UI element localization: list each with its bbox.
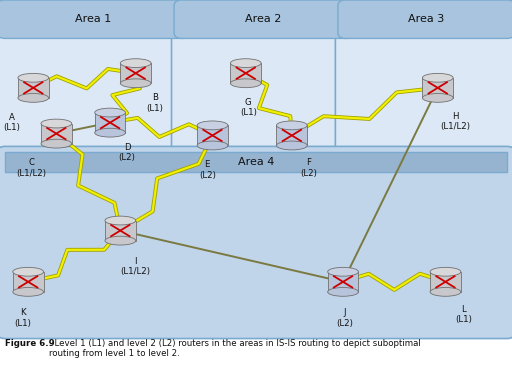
Ellipse shape bbox=[13, 267, 44, 276]
Text: I
(L1/L2): I (L1/L2) bbox=[121, 257, 151, 276]
Text: Area 3: Area 3 bbox=[408, 14, 444, 24]
Ellipse shape bbox=[422, 93, 453, 102]
Bar bbox=[95, 112, 125, 132]
Bar bbox=[430, 272, 461, 292]
Ellipse shape bbox=[276, 141, 307, 150]
Ellipse shape bbox=[230, 79, 261, 87]
Bar bbox=[197, 125, 228, 145]
Ellipse shape bbox=[105, 216, 136, 225]
Text: D
(L2): D (L2) bbox=[119, 143, 135, 162]
Ellipse shape bbox=[276, 121, 307, 130]
Text: Area 1: Area 1 bbox=[75, 14, 112, 24]
Ellipse shape bbox=[430, 267, 461, 276]
Text: K
(L1): K (L1) bbox=[15, 308, 31, 328]
Text: Figure 6.9: Figure 6.9 bbox=[5, 339, 55, 348]
Ellipse shape bbox=[105, 236, 136, 245]
Ellipse shape bbox=[95, 128, 125, 137]
FancyBboxPatch shape bbox=[172, 0, 356, 170]
Text: F
(L2): F (L2) bbox=[301, 158, 317, 178]
Ellipse shape bbox=[328, 267, 358, 276]
Bar bbox=[120, 63, 151, 83]
Ellipse shape bbox=[430, 288, 461, 296]
Bar bbox=[5, 152, 507, 172]
Bar bbox=[105, 220, 136, 241]
Ellipse shape bbox=[41, 139, 72, 148]
Text: B
(L1): B (L1) bbox=[147, 93, 163, 113]
Text: Level 1 (L1) and level 2 (L2) routers in the areas in IS-IS routing to depict su: Level 1 (L1) and level 2 (L2) routers in… bbox=[49, 339, 420, 358]
Ellipse shape bbox=[95, 108, 125, 117]
Ellipse shape bbox=[41, 119, 72, 128]
Bar bbox=[422, 78, 453, 98]
FancyBboxPatch shape bbox=[0, 0, 189, 38]
FancyBboxPatch shape bbox=[338, 0, 512, 38]
FancyBboxPatch shape bbox=[0, 146, 512, 339]
Text: E
(L2): E (L2) bbox=[199, 160, 216, 180]
Ellipse shape bbox=[13, 288, 44, 296]
FancyBboxPatch shape bbox=[174, 0, 353, 38]
Ellipse shape bbox=[197, 141, 228, 150]
Bar bbox=[328, 272, 358, 292]
Bar bbox=[41, 123, 72, 143]
Ellipse shape bbox=[18, 93, 49, 102]
Text: A
(L1): A (L1) bbox=[4, 113, 20, 132]
Bar bbox=[276, 125, 307, 145]
Ellipse shape bbox=[230, 59, 261, 67]
Bar bbox=[13, 272, 44, 292]
Ellipse shape bbox=[120, 79, 151, 87]
Text: J
(L2): J (L2) bbox=[336, 308, 353, 328]
Text: L
(L1): L (L1) bbox=[455, 305, 472, 324]
FancyBboxPatch shape bbox=[335, 0, 512, 170]
Text: Area 4: Area 4 bbox=[238, 157, 274, 167]
Ellipse shape bbox=[18, 74, 49, 82]
Ellipse shape bbox=[328, 288, 358, 296]
Text: G
(L1): G (L1) bbox=[240, 98, 257, 117]
Text: C
(L1/L2): C (L1/L2) bbox=[17, 158, 47, 178]
Ellipse shape bbox=[120, 59, 151, 67]
Text: Area 2: Area 2 bbox=[245, 14, 282, 24]
Text: H
(L1/L2): H (L1/L2) bbox=[441, 112, 471, 131]
Bar bbox=[230, 63, 261, 83]
FancyBboxPatch shape bbox=[0, 0, 192, 170]
Ellipse shape bbox=[197, 121, 228, 130]
Ellipse shape bbox=[422, 74, 453, 82]
Bar bbox=[18, 78, 49, 98]
